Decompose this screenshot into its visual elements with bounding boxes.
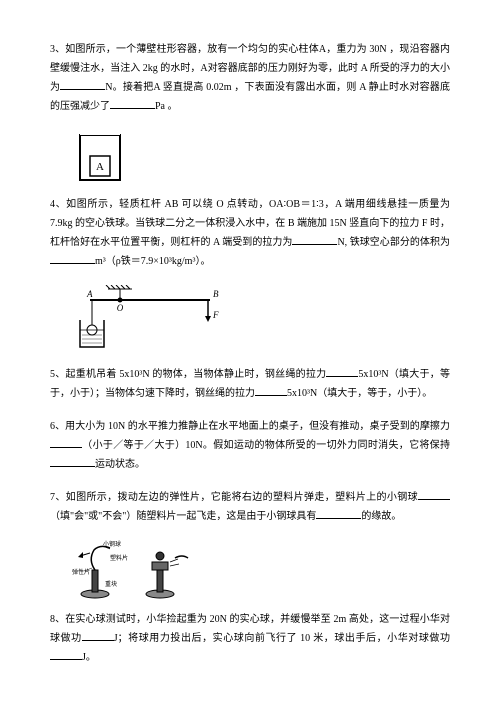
- lever-svg: O A B F: [70, 285, 220, 355]
- q3-text-3: Pa 。: [155, 101, 178, 112]
- q6-blank-2: [50, 455, 95, 467]
- q6-text-3: 运动状态。: [95, 459, 145, 470]
- label-B: B: [213, 289, 219, 299]
- q4-blank-1: [292, 233, 337, 245]
- q8-blank-1: [82, 629, 114, 641]
- q7-blank-1: [418, 488, 450, 500]
- label-ball: 小钢球: [103, 540, 121, 548]
- question-6: 6、用大小为 10N 的水平推力推静止在水平地面上的桌子，但没有推动，桌子受到的…: [50, 417, 450, 474]
- label-plate: 塑料片: [110, 554, 128, 562]
- q7-blank-2: [316, 507, 361, 519]
- q4-text-3: m³（ρ铁＝7.9×10³kg/m³）。: [95, 256, 210, 267]
- figure-q3: A: [70, 130, 450, 185]
- q8-text-3: J。: [82, 652, 96, 663]
- q4-text-2: N, 铁球空心部分的体积为: [337, 237, 450, 248]
- q5-text-3: 5x10³N（填大于，等于，小于）。: [287, 388, 432, 399]
- question-3: 3、如图所示，一个薄壁柱形容器，放有一个均匀的实心柱体A，重力为 30N ，现沿…: [50, 40, 450, 116]
- q4-blank-2: [50, 252, 95, 264]
- question-4: 4、如图所示，轻质杠杆 AB 可以绕 O 点转动，OA∶OB＝1∶3，A 端用细…: [50, 195, 450, 271]
- q5-text-1: 5、起重机吊着 5x10³N 的物体，当物体静止时，钢丝绳的拉力: [50, 369, 326, 380]
- q7-text-1: 7、如图所示，拨动左边的弹性片，它能将右边的塑料片弹走，塑料片上的小钢球: [50, 492, 418, 503]
- question-8: 8、在实心球测试时，小华捡起重为 20N 的实心球，并缓慢举至 2m 高处，这一…: [50, 610, 450, 667]
- q3-blank-2: [110, 97, 155, 109]
- label-box: 重块: [105, 580, 117, 588]
- q7-text-3: 的缘故。: [361, 511, 401, 522]
- figure-q7: 小钢球 塑料片 弹性片 重块: [70, 540, 450, 600]
- label-spring: 弹性片: [72, 568, 90, 576]
- label-F: F: [212, 310, 219, 320]
- question-7: 7、如图所示，拨动左边的弹性片，它能将右边的塑料片弹走，塑料片上的小钢球 （填"会…: [50, 488, 450, 526]
- q6-text-2: （小于／等于／大于）10N。假如运动的物体所受的一切外力同时消失，它将保持: [82, 440, 450, 451]
- q5-blank-2: [255, 384, 287, 396]
- label-A: A: [96, 161, 104, 173]
- label-O: O: [117, 303, 124, 313]
- figure-q4: O A B F: [70, 285, 450, 355]
- q6-blank-1: [50, 436, 82, 448]
- question-5: 5、起重机吊着 5x10³N 的物体，当物体静止时，钢丝绳的拉力 5x10³N（填…: [50, 365, 450, 403]
- q5-blank-1: [326, 365, 358, 377]
- label-A: A: [86, 289, 93, 299]
- q7-text-2: （填"会"或"不会"）随塑料片一起飞走，这是由于小钢球具有: [50, 511, 316, 522]
- q8-blank-2: [50, 648, 82, 660]
- q8-text-2: J；将球用力投出后，实心球向前飞行了 10 米，球出手后，小华对球做功: [114, 633, 450, 644]
- spring-svg: 小钢球 塑料片 弹性片 重块: [70, 540, 200, 600]
- q3-blank-1: [60, 78, 105, 90]
- container-svg: A: [70, 130, 130, 185]
- q6-text-1: 6、用大小为 10N 的水平推力推静止在水平地面上的桌子，但没有推动，桌子受到的…: [50, 421, 450, 432]
